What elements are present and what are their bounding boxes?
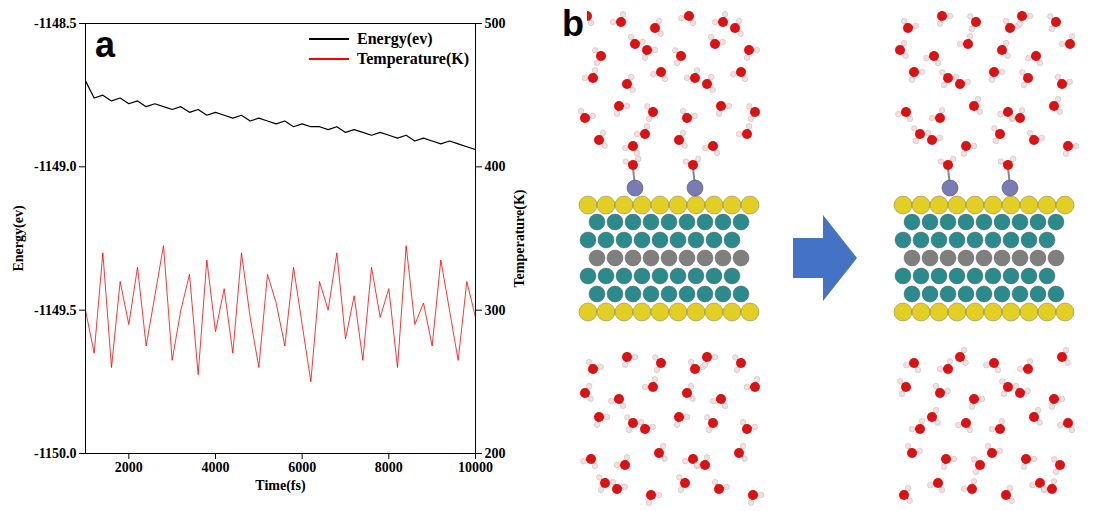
svg-text:2000: 2000 bbox=[115, 460, 143, 475]
svg-text:4000: 4000 bbox=[202, 460, 230, 475]
html-text:Temperature(K): Temperature(K) bbox=[357, 50, 469, 67]
svg-text:Temperature(K): Temperature(K) bbox=[512, 189, 528, 287]
html-text:b: b bbox=[562, 3, 584, 44]
svg-text:8000: 8000 bbox=[375, 460, 403, 475]
svg-text:-1150.0: -1150.0 bbox=[34, 446, 76, 461]
html-text:Energy(ev): Energy(ev) bbox=[357, 30, 433, 47]
svg-text:10000: 10000 bbox=[458, 460, 493, 475]
svg-text:400: 400 bbox=[485, 159, 506, 174]
svg-text:-1149.5: -1149.5 bbox=[34, 303, 76, 318]
svg-text:-1149.0: -1149.0 bbox=[34, 159, 76, 174]
html-text:a: a bbox=[95, 24, 115, 65]
svg-text:Time(fs): Time(fs) bbox=[255, 478, 306, 494]
svg-text:-1148.5: -1148.5 bbox=[34, 16, 76, 31]
svg-text:200: 200 bbox=[485, 446, 506, 461]
svg-text:6000: 6000 bbox=[288, 460, 316, 475]
svg-text:300: 300 bbox=[485, 303, 506, 318]
svg-text:Energy(ev): Energy(ev) bbox=[11, 205, 27, 271]
svg-text:500: 500 bbox=[485, 16, 506, 31]
